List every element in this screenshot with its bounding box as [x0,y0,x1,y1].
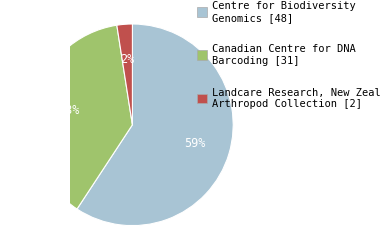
Text: Canadian Centre for DNA
Barcoding [31]: Canadian Centre for DNA Barcoding [31] [212,44,355,66]
Wedge shape [77,24,233,226]
Text: Centre for Biodiversity
Genomics [48]: Centre for Biodiversity Genomics [48] [212,1,355,23]
Text: Landcare Research, New Zealand
Arthropod Collection [2]: Landcare Research, New Zealand Arthropod… [212,88,380,109]
FancyBboxPatch shape [197,7,207,17]
Text: 59%: 59% [184,137,206,150]
Wedge shape [32,25,132,209]
FancyBboxPatch shape [197,94,207,103]
FancyBboxPatch shape [197,50,207,60]
Text: 38%: 38% [58,104,79,117]
Text: 2%: 2% [120,53,135,66]
Wedge shape [117,24,132,125]
